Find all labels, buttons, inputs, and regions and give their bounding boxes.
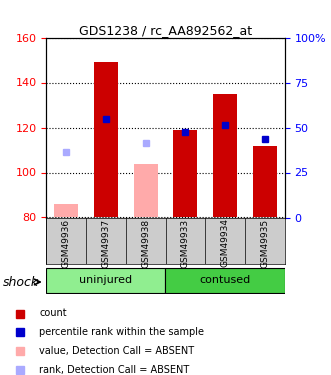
Text: shock: shock <box>3 276 39 288</box>
Bar <box>134 164 158 218</box>
Bar <box>213 94 237 218</box>
Text: GSM49935: GSM49935 <box>260 218 269 268</box>
Text: GDS1238 / rc_AA892562_at: GDS1238 / rc_AA892562_at <box>79 24 252 38</box>
Text: GSM49934: GSM49934 <box>220 218 230 267</box>
Bar <box>54 204 78 218</box>
Text: contused: contused <box>200 275 251 285</box>
Text: rank, Detection Call = ABSENT: rank, Detection Call = ABSENT <box>39 365 189 375</box>
Bar <box>94 62 118 217</box>
Text: GSM49933: GSM49933 <box>181 218 190 268</box>
FancyBboxPatch shape <box>46 268 166 293</box>
Text: GSM49936: GSM49936 <box>62 218 71 268</box>
Text: GSM49938: GSM49938 <box>141 218 150 268</box>
Text: GSM49937: GSM49937 <box>101 218 111 268</box>
Text: count: count <box>39 309 67 318</box>
Bar <box>253 146 277 218</box>
Text: value, Detection Call = ABSENT: value, Detection Call = ABSENT <box>39 346 194 356</box>
Text: percentile rank within the sample: percentile rank within the sample <box>39 327 204 337</box>
Bar <box>173 130 197 218</box>
FancyBboxPatch shape <box>166 268 285 293</box>
Text: uninjured: uninjured <box>79 275 132 285</box>
